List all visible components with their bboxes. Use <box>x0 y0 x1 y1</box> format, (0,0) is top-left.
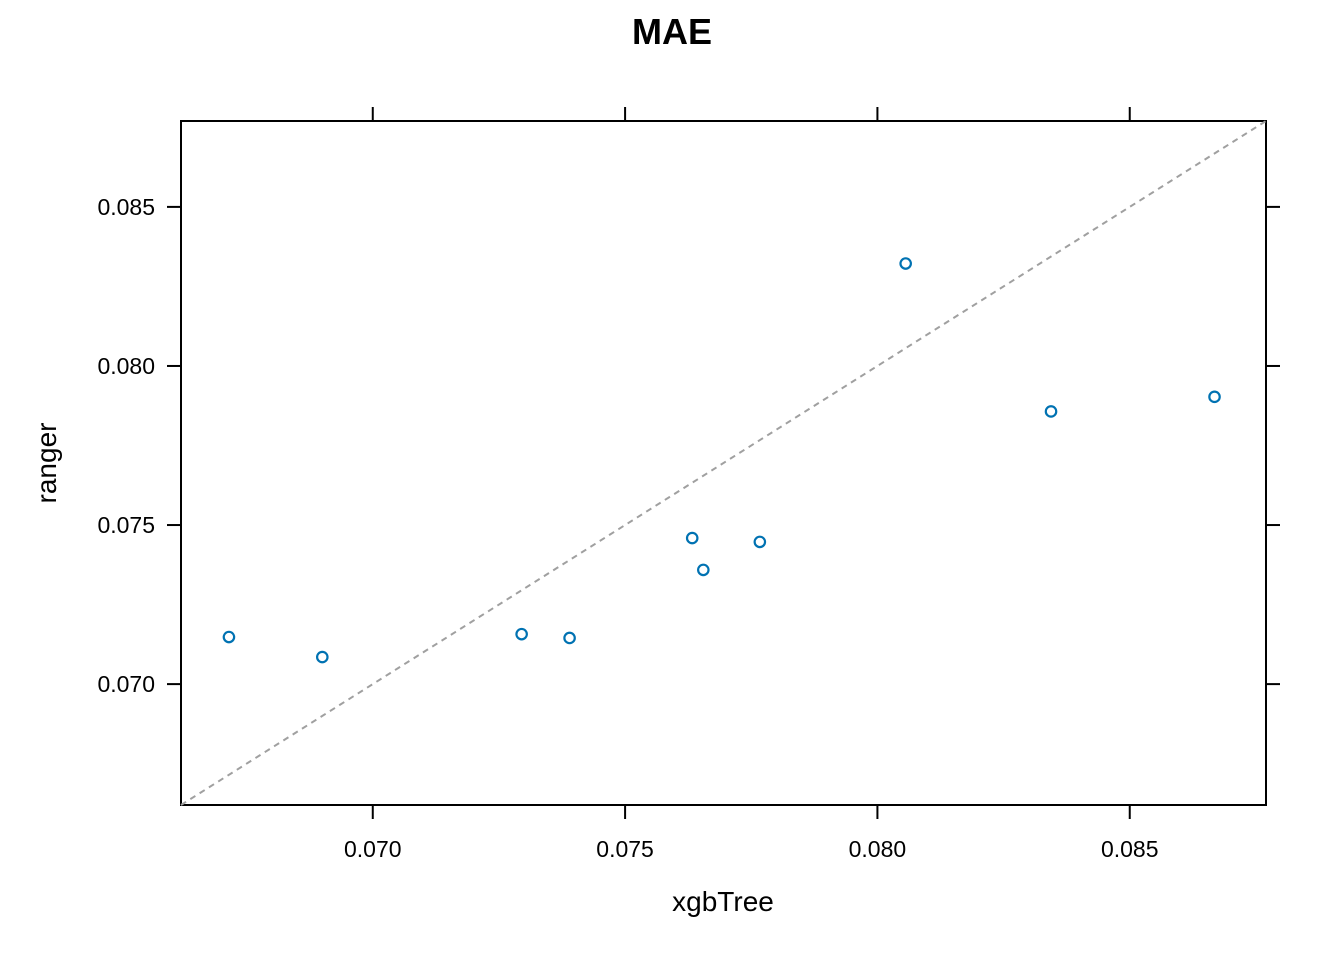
data-point <box>753 535 767 549</box>
data-point <box>1044 405 1058 418</box>
data-point <box>899 257 912 270</box>
y-tick-label: 0.075 <box>97 512 155 538</box>
data-point <box>1208 390 1221 404</box>
data-point <box>685 531 699 545</box>
x-tick-label: 0.080 <box>849 836 907 862</box>
data-point <box>515 627 528 641</box>
chart-title: MAE <box>632 11 712 52</box>
y-tick-label: 0.080 <box>97 353 155 379</box>
data-points <box>222 257 1221 664</box>
x-tick-label: 0.075 <box>596 836 654 862</box>
data-point <box>222 630 236 644</box>
data-point <box>697 563 710 577</box>
plot-frame <box>180 120 1267 806</box>
y-axis-label: ranger <box>31 423 62 504</box>
y-tick-label: 0.085 <box>97 194 155 220</box>
y-tick-label: 0.070 <box>97 671 155 697</box>
x-tick-label: 0.085 <box>1101 836 1159 862</box>
tick-labels: 0.070 0.075 0.080 0.085 0.070 0.075 0.080 0.085 <box>97 194 1158 862</box>
axis-ticks <box>167 107 1280 819</box>
identity-reference-line <box>180 120 1267 806</box>
data-point <box>563 631 576 645</box>
x-axis-label: xgbTree <box>672 886 774 917</box>
data-point <box>316 650 329 664</box>
x-tick-label: 0.070 <box>344 836 402 862</box>
